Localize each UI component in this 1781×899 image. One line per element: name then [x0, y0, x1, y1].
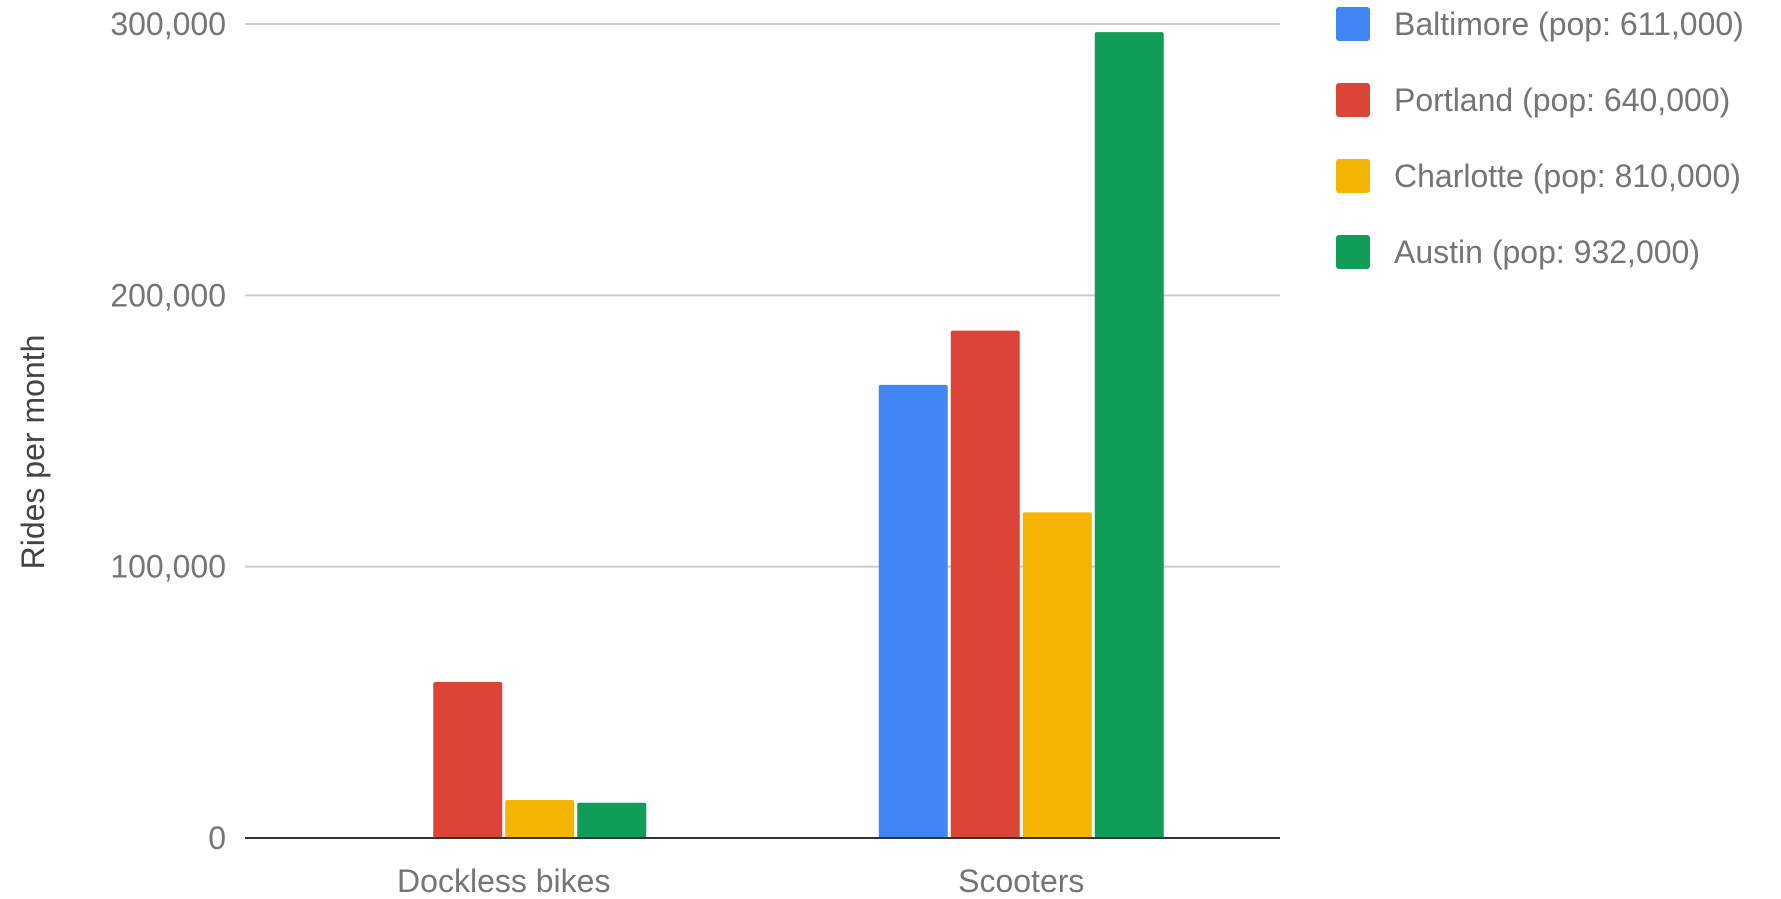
y-tick-label: 0 [208, 820, 226, 856]
legend-item-charlotte[interactable]: Charlotte (pop: 810,000) [1336, 158, 1741, 194]
legend-swatch [1336, 159, 1370, 193]
legend-label: Portland (pop: 640,000) [1394, 82, 1730, 118]
bar-portland-dockless-bikes[interactable] [433, 681, 503, 838]
legend-label: Austin (pop: 932,000) [1394, 234, 1700, 270]
legend-label: Charlotte (pop: 810,000) [1394, 158, 1741, 194]
bars [433, 32, 1164, 838]
x-axis-categories: Dockless bikes Scooters [397, 863, 1084, 899]
legend[interactable]: Baltimore (pop: 611,000) Portland (pop: 6… [1336, 6, 1744, 270]
x-category-label: Scooters [958, 863, 1084, 899]
bar-charlotte-scooters[interactable] [1022, 512, 1092, 838]
legend-item-austin[interactable]: Austin (pop: 932,000) [1336, 234, 1700, 270]
y-axis-title: Rides per month [15, 335, 51, 570]
x-category-label: Dockless bikes [397, 863, 610, 899]
bar-charlotte-dockless-bikes[interactable] [505, 800, 575, 838]
y-tick-label: 300,000 [110, 6, 226, 42]
legend-label: Baltimore (pop: 611,000) [1394, 6, 1744, 42]
bar-austin-dockless-bikes[interactable] [577, 802, 647, 838]
y-axis-ticks: 0 100,000 200,000 300,000 [110, 6, 226, 856]
y-tick-label: 200,000 [110, 277, 226, 313]
legend-swatch [1336, 83, 1370, 117]
bar-baltimore-scooters[interactable] [878, 384, 948, 838]
legend-item-baltimore[interactable]: Baltimore (pop: 611,000) [1336, 6, 1744, 42]
bar-austin-scooters[interactable] [1094, 32, 1164, 838]
legend-swatch [1336, 235, 1370, 269]
legend-swatch [1336, 7, 1370, 41]
bar-portland-scooters[interactable] [950, 330, 1020, 838]
y-tick-label: 100,000 [110, 549, 226, 585]
legend-item-portland[interactable]: Portland (pop: 640,000) [1336, 82, 1730, 118]
